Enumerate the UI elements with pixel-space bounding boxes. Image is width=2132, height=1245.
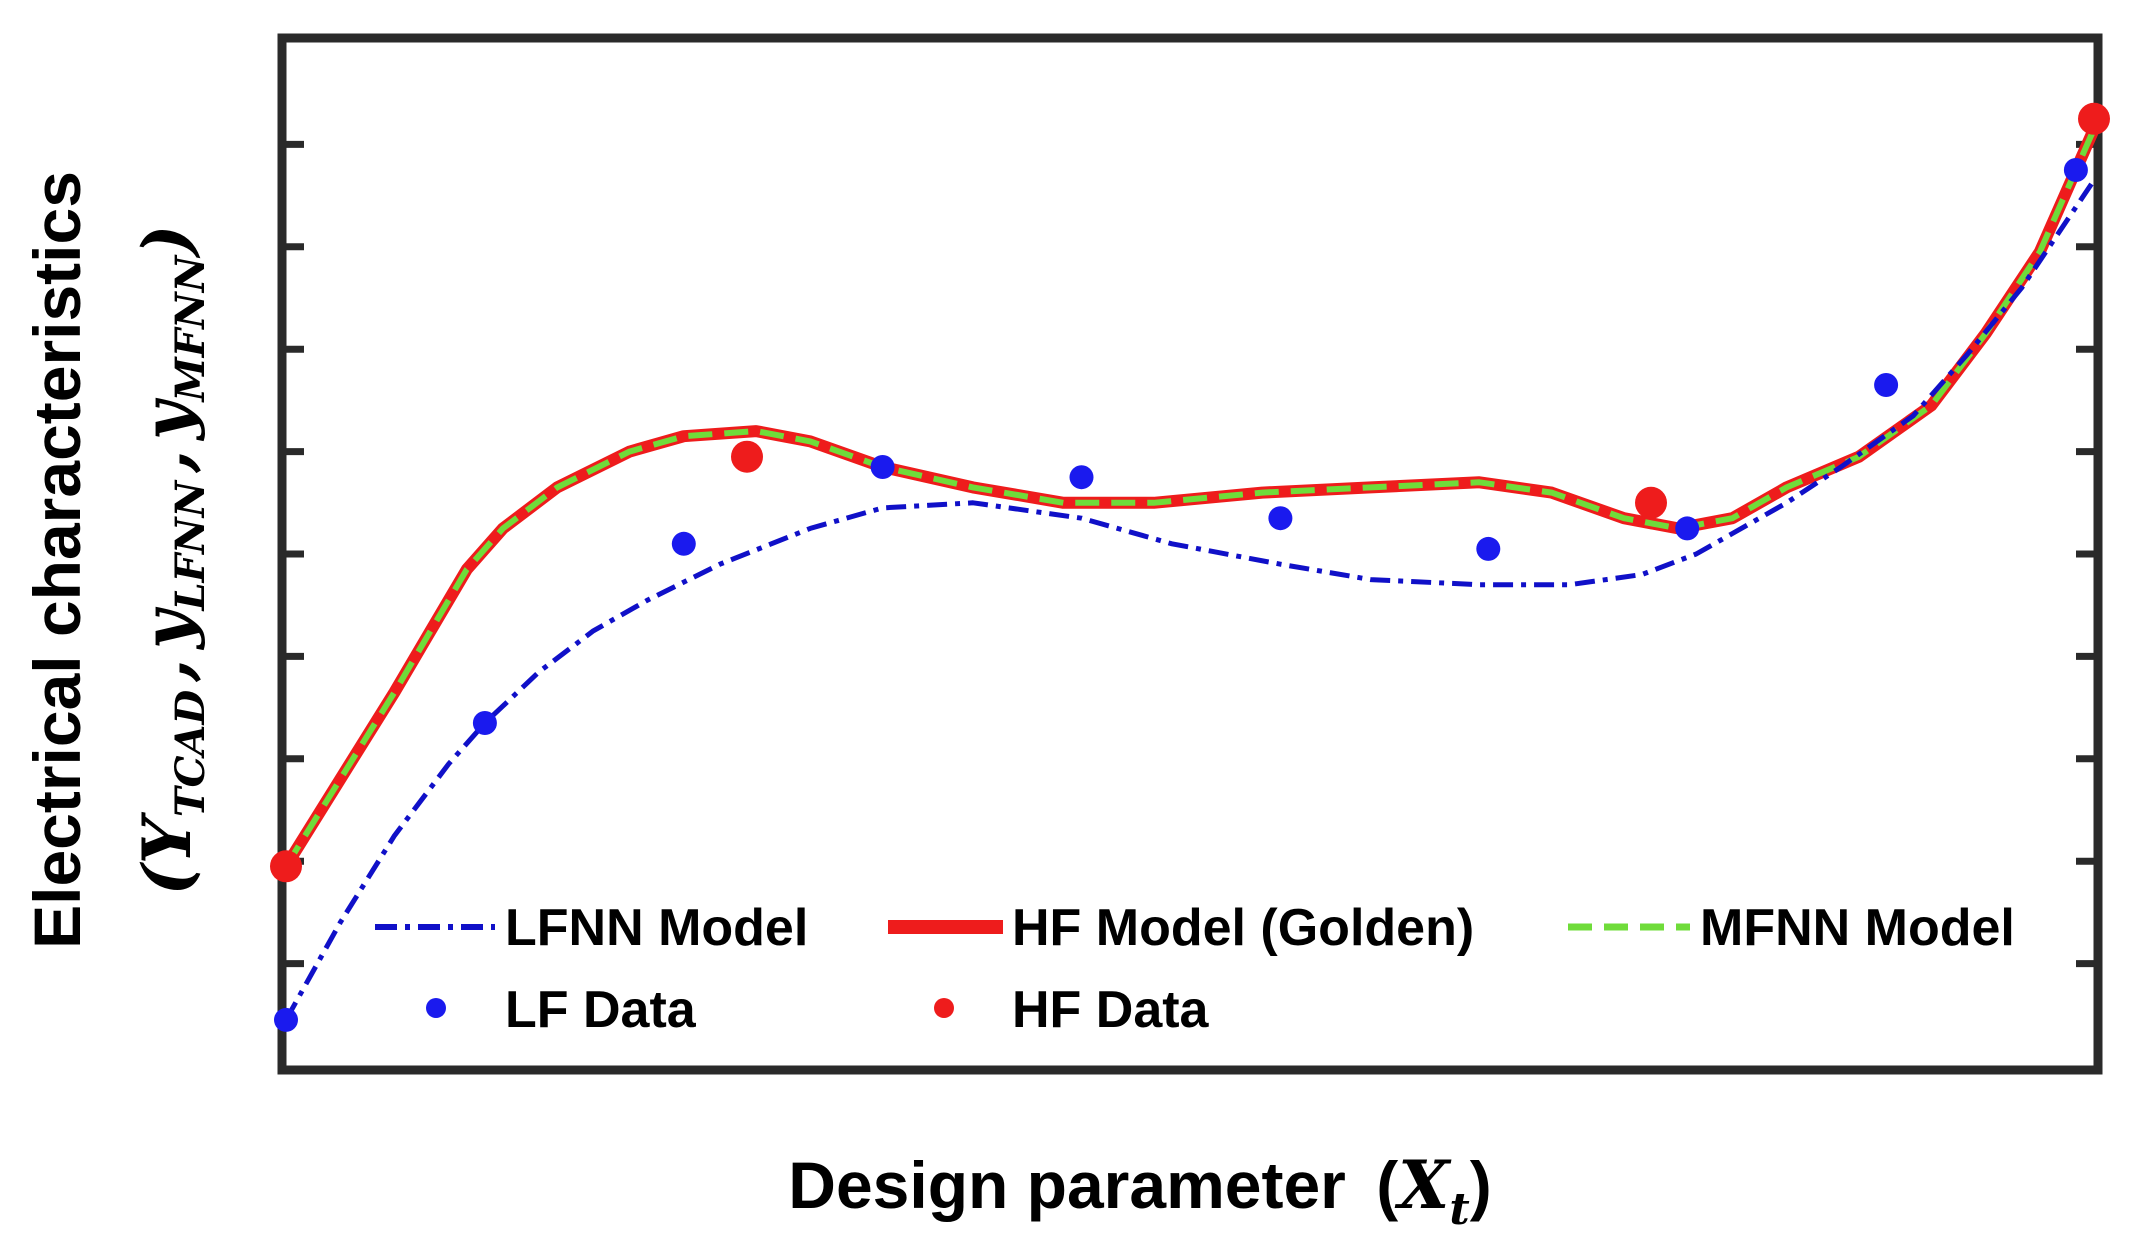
lf-data-point-1 <box>472 711 497 735</box>
y-axis-title-symbols: (YTCAD,yLFNN,yMFNN) <box>128 224 214 895</box>
legend-marker-hf-data <box>934 998 954 1018</box>
legend-label-mfnn-model: MFNN Model <box>1700 899 2015 957</box>
y-axis-ticks <box>286 140 2094 968</box>
lf-data-point-2 <box>671 531 696 556</box>
hf-data-point-0 <box>270 850 302 883</box>
lf-data-point-6 <box>1476 536 1501 561</box>
lf-data-point-4 <box>1069 465 1094 490</box>
hf-data-point-1 <box>731 440 763 473</box>
lf-data-point-8 <box>1874 373 1899 397</box>
legend-label-hf-model: HF Model (Golden) <box>1012 899 1474 957</box>
y-axis-title-line1: Electrical characteristics <box>20 171 94 949</box>
legend-marker-lf-data <box>426 998 446 1018</box>
legend: LFNN Model HF Model (Golden) MFNN Model … <box>375 899 2015 1039</box>
hf-data-point-2 <box>1635 486 1667 519</box>
series-layer <box>280 126 2100 1022</box>
plot-frame <box>277 33 2103 1075</box>
lf-data-point-5 <box>1268 506 1293 531</box>
series-lfnn-model <box>283 178 2097 1022</box>
legend-label-lfnn-model: LFNN Model <box>505 899 808 957</box>
points-layer <box>270 102 2110 1032</box>
x-axis-title: Design parameter (Xt) <box>788 1146 1491 1235</box>
y-axis-title: Electrical characteristics <box>20 171 94 949</box>
lf-data-point-0 <box>274 1007 298 1032</box>
lf-data-point-3 <box>870 455 895 479</box>
series-mfnn-model <box>283 127 2097 868</box>
hf-data-point-3 <box>2078 102 2110 135</box>
legend-label-lf-data: LF Data <box>505 981 697 1039</box>
lf-data-point-9 <box>2063 158 2088 182</box>
y-axis-title-line2: (YTCAD,yLFNN,yMFNN) <box>128 224 214 895</box>
legend-label-hf-data: HF Data <box>1012 981 1210 1039</box>
lf-data-point-7 <box>1675 516 1700 541</box>
